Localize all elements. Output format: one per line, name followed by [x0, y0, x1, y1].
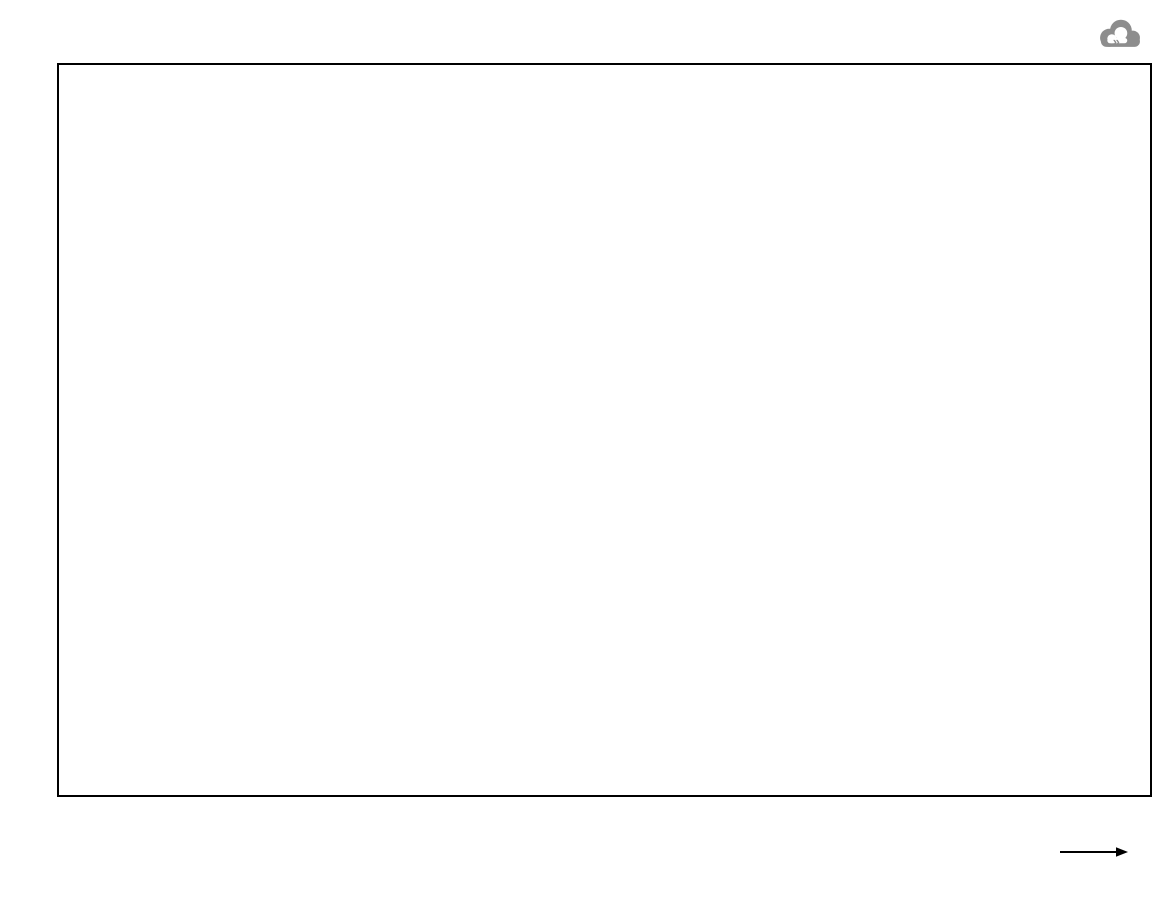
seevccc-logo: » — [1091, 16, 1155, 56]
cloud-chevrons: » — [1113, 35, 1120, 49]
reference-arrow-head — [1116, 847, 1128, 857]
map-area — [57, 63, 1152, 797]
cloud-icon: » — [1100, 19, 1140, 49]
map-canvas — [59, 65, 1150, 795]
colorbar-legend — [150, 834, 1050, 904]
wind-reference — [1060, 847, 1128, 857]
